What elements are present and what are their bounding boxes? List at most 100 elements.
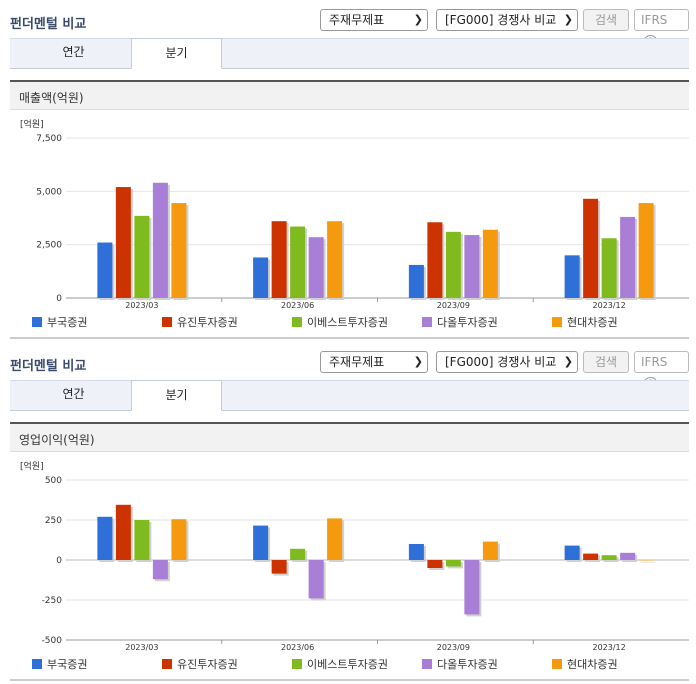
- compare-select[interactable]: [FG000] 경쟁사 비교 ❯: [436, 351, 578, 373]
- y-tick-label: 500: [45, 476, 62, 486]
- legend-item: 현대차증권: [552, 314, 618, 330]
- compare-select[interactable]: [FG000] 경쟁사 비교 ❯: [436, 9, 578, 31]
- revenue-bar-chart: [억원] 0 2,500 5,000 7,500 2023/03 2023/06 2023/0…: [20, 118, 689, 310]
- legend-label: 다올투자증권: [437, 658, 498, 671]
- ifrs-button[interactable]: IFRS ?: [634, 351, 689, 392]
- legend-swatch: [292, 659, 302, 669]
- bar: [97, 516, 113, 560]
- bar: [253, 257, 269, 298]
- bar: [445, 231, 461, 298]
- period-tabs: 연간 분기: [10, 380, 689, 411]
- period-tabs: 연간 분기: [10, 38, 689, 69]
- legend-item: 부국증권: [32, 656, 87, 672]
- bar: [464, 235, 480, 298]
- y-tick-label: 250: [45, 516, 62, 526]
- bar: [408, 264, 424, 298]
- bar: [115, 187, 131, 298]
- legend-label: 부국증권: [47, 316, 88, 329]
- bar: [408, 544, 424, 560]
- chevron-down-icon: ❯: [563, 13, 573, 26]
- bar: [564, 545, 580, 560]
- y-tick-label: 0: [56, 294, 62, 304]
- bar: [171, 519, 187, 560]
- fundamental-section-revenue: 펀더멘털 비교 주재무제표 ❯ [FG000] 경쟁사 비교 ❯ 검색 IFRS…: [0, 0, 696, 339]
- ifrs-label: IFRS: [641, 13, 668, 27]
- bar: [152, 182, 168, 298]
- unit-label: [억원]: [20, 118, 44, 130]
- bar: [134, 520, 150, 560]
- statement-select[interactable]: 주재무제표 ❯: [320, 9, 428, 31]
- bar: [327, 518, 343, 560]
- bar: [427, 560, 443, 568]
- bar: [427, 222, 443, 298]
- statement-select[interactable]: 주재무제표 ❯: [320, 351, 428, 373]
- legend-swatch: [552, 317, 562, 327]
- bar: [290, 548, 306, 560]
- ifrs-button[interactable]: IFRS ?: [634, 9, 689, 50]
- legend-swatch: [162, 317, 172, 327]
- legend-label: 현대차증권: [567, 316, 618, 329]
- unit-label: [억원]: [20, 460, 44, 472]
- legend-label: 현대차증권: [567, 658, 618, 671]
- bar: [620, 552, 636, 560]
- chevron-down-icon: ❯: [563, 355, 573, 368]
- x-tick-label: 2023/12: [593, 643, 626, 652]
- y-tick-label: 5,000: [36, 187, 62, 197]
- page-title: 펀더멘털 비교: [10, 17, 87, 32]
- panel-divider: [10, 80, 689, 82]
- legend-item: 다올투자증권: [422, 656, 498, 672]
- legend-swatch: [32, 659, 42, 669]
- chevron-down-icon: ❯: [413, 355, 423, 368]
- bar: [134, 215, 150, 298]
- bar-shadow: [640, 562, 656, 563]
- bar: [308, 560, 324, 599]
- legend-item: 이베스트투자증권: [292, 656, 388, 672]
- bar: [445, 560, 461, 567]
- panel-title: 매출액(억원): [19, 91, 84, 105]
- search-button[interactable]: 검색: [583, 351, 629, 373]
- x-tick-label: 2023/12: [593, 301, 626, 310]
- legend-swatch: [422, 317, 432, 327]
- panel-title: 영업이익(억원): [19, 433, 95, 447]
- panel-bottom-border: [10, 679, 689, 681]
- y-tick-label: 0: [56, 556, 62, 566]
- legend-item: 부국증권: [32, 314, 87, 330]
- legend-item: 유진투자증권: [162, 314, 238, 330]
- statement-select-value: 주재무제표: [329, 13, 385, 27]
- bar: [564, 255, 580, 298]
- tab-quarterly[interactable]: 분기: [131, 38, 222, 69]
- x-tick-label: 2023/09: [437, 643, 470, 652]
- bar: [97, 242, 113, 298]
- legend-item: 현대차증권: [552, 656, 618, 672]
- legend-swatch: [32, 317, 42, 327]
- legend-label: 부국증권: [47, 658, 88, 671]
- legend-label: 유진투자증권: [177, 658, 238, 671]
- statement-select-value: 주재무제표: [329, 355, 385, 369]
- ifrs-label: IFRS: [641, 355, 668, 369]
- bar: [271, 560, 287, 574]
- bar: [290, 226, 306, 298]
- bar: [482, 229, 498, 298]
- bar: [152, 560, 168, 580]
- section-header: 펀더멘털 비교 주재무제표 ❯ [FG000] 경쟁사 비교 ❯ 검색 IFRS…: [0, 342, 696, 392]
- panel-divider: [10, 422, 689, 424]
- chevron-down-icon: ❯: [413, 13, 423, 26]
- search-button[interactable]: 검색: [583, 9, 629, 31]
- fundamental-section-operating-profit: 펀더멘털 비교 주재무제표 ❯ [FG000] 경쟁사 비교 ❯ 검색 IFRS…: [0, 342, 696, 684]
- bar: [638, 203, 654, 298]
- bar: [583, 553, 599, 560]
- y-tick-label: -500: [42, 636, 63, 646]
- bar: [620, 216, 636, 298]
- x-tick-label: 2023/06: [281, 643, 314, 652]
- operating-profit-bar-chart: [억원] -500 -250 0 250 500 2023/03 2023/06 2023/09…: [20, 460, 689, 652]
- tab-quarterly[interactable]: 분기: [131, 380, 222, 411]
- section-header: 펀더멘털 비교 주재무제표 ❯ [FG000] 경쟁사 비교 ❯ 검색 IFRS…: [0, 0, 696, 50]
- tab-annual[interactable]: 연간: [62, 45, 85, 59]
- tab-annual[interactable]: 연간: [62, 387, 85, 401]
- legend-item: 이베스트투자증권: [292, 314, 388, 330]
- panel-bottom-border: [10, 337, 689, 339]
- bar: [601, 555, 617, 560]
- compare-select-value: [FG000] 경쟁사 비교: [445, 13, 557, 27]
- legend-swatch: [292, 317, 302, 327]
- bar: [327, 221, 343, 298]
